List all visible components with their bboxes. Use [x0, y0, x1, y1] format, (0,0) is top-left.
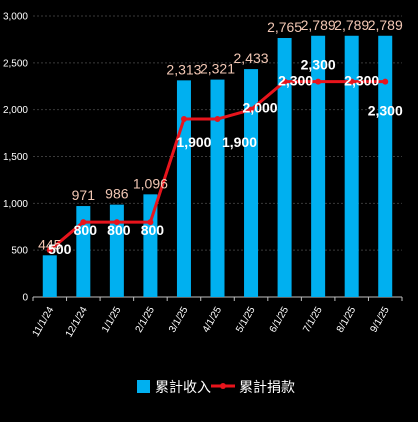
y-tick-label: 0: [22, 293, 28, 304]
bar: [344, 35, 359, 297]
legend-swatch-bar: [137, 380, 150, 393]
bar: [378, 35, 393, 297]
x-tick-label: 9/1/25: [368, 305, 392, 335]
y-tick-label: 2,000: [3, 105, 28, 116]
line-value-label: 800: [141, 222, 165, 238]
x-tick-label: 7/1/25: [301, 305, 325, 335]
y-tick-label: 500: [11, 246, 28, 257]
legend-swatch-marker: [220, 383, 226, 389]
bar-value-label: 1,096: [133, 175, 168, 191]
line-marker: [113, 219, 120, 226]
bar: [42, 255, 57, 297]
bar-value-label: 2,321: [200, 61, 235, 77]
bar: [176, 80, 191, 297]
x-tick-label: 5/1/25: [234, 305, 258, 335]
bar-value-label: 445: [38, 236, 62, 252]
bar: [143, 194, 158, 297]
legend-label-income: 累計收入: [155, 380, 211, 396]
x-tick-label: 4/1/25: [201, 305, 225, 335]
line-marker: [248, 106, 255, 113]
line-value-label: 1,900: [176, 134, 211, 150]
line-value-label: 2,300: [301, 57, 336, 73]
line-marker: [80, 219, 87, 226]
bar: [277, 38, 292, 298]
bar: [109, 204, 124, 297]
line-marker: [382, 78, 389, 85]
bar: [244, 69, 259, 297]
bar-value-label: 2,433: [234, 50, 269, 66]
bar-value-label: 2,789: [334, 17, 369, 33]
line-marker: [46, 247, 53, 254]
line-marker: [180, 116, 187, 123]
bar: [210, 79, 225, 297]
line-value-label: 500: [48, 241, 72, 257]
x-tick-label: 6/1/25: [268, 305, 292, 335]
legend-label-donation: 累計捐款: [239, 380, 295, 396]
bar-value-label: 2,313: [166, 61, 201, 77]
x-tick-label: 8/1/25: [335, 305, 359, 335]
y-tick-label: 2,500: [3, 58, 28, 69]
x-tick-label: 12/1/24: [64, 305, 90, 340]
bar: [76, 206, 91, 297]
bar-value-label: 2,765: [267, 19, 302, 35]
line-marker: [214, 116, 221, 123]
line-marker: [147, 219, 154, 226]
bar-value-label: 986: [105, 186, 129, 202]
line-value-label: 2,000: [243, 100, 278, 116]
x-tick-label: 1/1/25: [100, 305, 124, 335]
y-tick-label: 3,000: [3, 12, 28, 23]
line-value-label: 800: [74, 222, 98, 238]
line-value-label: 800: [107, 222, 131, 238]
line-value-label: 2,300: [278, 73, 313, 89]
line-marker: [348, 78, 355, 85]
y-tick-label: 1,000: [3, 199, 28, 210]
line-marker: [315, 78, 322, 85]
x-tick-label: 11/1/24: [31, 305, 57, 339]
y-tick-label: 1,500: [3, 152, 28, 163]
bar-value-label: 2,789: [301, 17, 336, 33]
line-series: [46, 78, 389, 254]
line-marker: [281, 78, 288, 85]
x-tick-label: 3/1/25: [167, 305, 191, 335]
line-value-label: 2,300: [344, 73, 379, 89]
bar-value-label: 2,789: [368, 17, 403, 33]
line-value-label: 1,900: [222, 134, 257, 150]
bar-value-label: 971: [72, 187, 96, 203]
legend: 累計收入 累計捐款: [137, 380, 295, 396]
x-tick-label: 2/1/25: [134, 305, 158, 335]
line-value-label: 2,300: [368, 103, 403, 119]
bar: [311, 35, 326, 297]
